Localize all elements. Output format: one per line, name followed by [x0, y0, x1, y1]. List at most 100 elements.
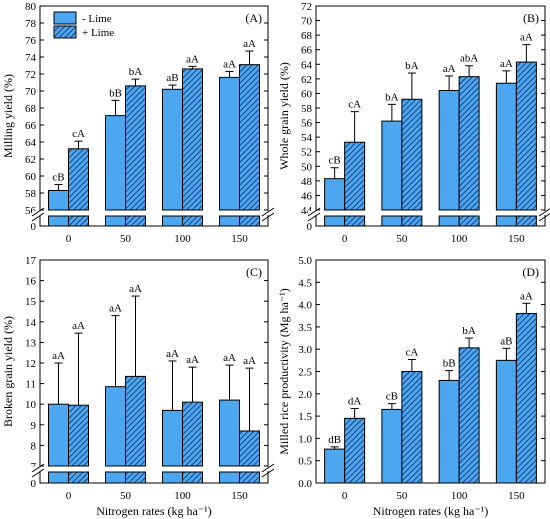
y-tick-label-zero: 0: [307, 221, 313, 233]
y-tick-label: 5.0: [298, 255, 312, 267]
bar-stub-lime: [125, 471, 146, 484]
bar-no-lime: [438, 379, 460, 484]
y-tick-label: 2.5: [298, 367, 312, 379]
significance-letter: cA: [348, 99, 361, 111]
y-tick-label: 78: [25, 18, 37, 30]
y-tick-label: 46: [301, 190, 313, 202]
significance-letter: aA: [129, 283, 142, 295]
x-tick-label: 100: [174, 490, 191, 502]
bar-lime: [125, 375, 146, 467]
panel-label: (A): [245, 11, 262, 25]
y-tick-label: 3.5: [298, 322, 312, 334]
y-tick-label: 8: [31, 440, 37, 452]
bar-no-lime: [324, 448, 346, 484]
y-tick-label: 62: [25, 154, 36, 166]
panel-label: (B): [523, 11, 539, 25]
y-tick-label: 11: [25, 379, 36, 391]
bar-stub-lime: [239, 215, 260, 227]
significance-letter: aB: [166, 72, 178, 84]
legend-swatch-no-lime: [53, 11, 77, 25]
axis-break-gap-right: [262, 467, 276, 471]
axis-break-mark: [31, 463, 45, 473]
axis-break-mark: [31, 468, 45, 478]
y-tick-label: 60: [25, 171, 37, 183]
bar-no-lime: [324, 178, 346, 211]
bar-no-lime: [162, 409, 183, 467]
bar-stub-lime: [458, 215, 480, 227]
y-tick-label-zero: 0: [31, 478, 37, 490]
y-tick-label: 58: [25, 188, 37, 200]
bar-no-lime: [219, 399, 240, 467]
axis-break-mark: [31, 212, 45, 222]
y-tick-label: 80: [25, 1, 37, 13]
y-tick-label: 17: [25, 255, 37, 267]
axis-break-mark-right: [261, 468, 275, 478]
bar-stub-no-lime: [48, 471, 69, 484]
bar-no-lime: [438, 90, 460, 211]
significance-letter: aA: [520, 32, 533, 44]
bar-lime: [458, 347, 480, 484]
bar-stub-lime: [182, 471, 203, 484]
significance-letter: aA: [243, 355, 256, 367]
y-tick-label: 54: [301, 132, 313, 144]
x-tick-label: 50: [120, 490, 132, 502]
bar-lime: [239, 430, 260, 467]
y-tick-label: 1.5: [298, 411, 312, 423]
y-tick-label: 14: [25, 317, 37, 329]
y-tick-label: 62: [301, 74, 312, 86]
legend-swatch-lime: [53, 25, 77, 39]
y-tick-label: 70: [301, 16, 313, 28]
bar-stub-no-lime: [438, 215, 460, 227]
bar-stub-lime: [125, 215, 146, 227]
bar-lime: [515, 61, 537, 211]
significance-letter: bA: [129, 66, 143, 78]
significance-letter: aA: [186, 354, 199, 366]
significance-letter: dB: [328, 434, 341, 446]
x-tick-label: 100: [451, 490, 468, 502]
x-tick-label: 100: [174, 233, 191, 245]
y-axis-label: Milling yield (%): [1, 74, 15, 158]
x-axis-label: Nitrogen rates (kg ha⁻¹): [373, 504, 489, 518]
bar-no-lime: [48, 403, 69, 467]
bar-stub-no-lime: [495, 215, 517, 227]
y-axis-label: Broken grain yield (%): [1, 316, 15, 427]
legend: - Lime + Lime: [53, 11, 114, 39]
x-tick-label: 50: [120, 233, 132, 245]
axis-break-mark: [307, 207, 321, 217]
bar-stub-lime: [182, 215, 203, 227]
axis-break-gap: [32, 467, 46, 471]
bar-no-lime: [381, 408, 403, 484]
y-tick-label: 0.5: [298, 456, 312, 468]
significance-letter: bB: [109, 87, 122, 99]
bar-stub-lime: [239, 471, 260, 484]
bar-lime: [401, 98, 423, 211]
bar-stub-lime: [344, 215, 366, 227]
y-tick-label: 16: [25, 276, 37, 288]
significance-letter: cA: [72, 128, 85, 140]
bar-lime: [125, 85, 146, 211]
significance-letter: aA: [223, 352, 236, 364]
y-tick-label: 0.0: [298, 478, 312, 490]
significance-letter: bA: [405, 60, 419, 72]
y-tick-label: 9: [31, 420, 37, 432]
y-tick-label: 72: [301, 1, 312, 13]
axis-break-mark: [31, 207, 45, 217]
significance-letter: cB: [386, 391, 398, 403]
bar-lime: [344, 417, 366, 484]
bar-no-lime: [48, 189, 69, 211]
bar-lime: [401, 371, 423, 484]
y-tick-label: 68: [25, 103, 37, 115]
y-tick-label: 44: [301, 205, 313, 217]
y-tick-label: 76: [25, 35, 37, 47]
bar-stub-no-lime: [162, 215, 183, 227]
axis-break-gap: [308, 211, 322, 215]
panel-label: (C): [246, 265, 262, 279]
y-tick-label-zero: 0: [31, 221, 37, 233]
significance-letter: bA: [385, 91, 399, 103]
bar-stub-no-lime: [162, 471, 183, 484]
x-tick-label: 100: [451, 233, 468, 245]
y-tick-label: 3.0: [298, 344, 312, 356]
bar-no-lime: [219, 76, 240, 211]
x-tick-label: 0: [342, 233, 348, 245]
significance-letter: dA: [348, 396, 362, 408]
